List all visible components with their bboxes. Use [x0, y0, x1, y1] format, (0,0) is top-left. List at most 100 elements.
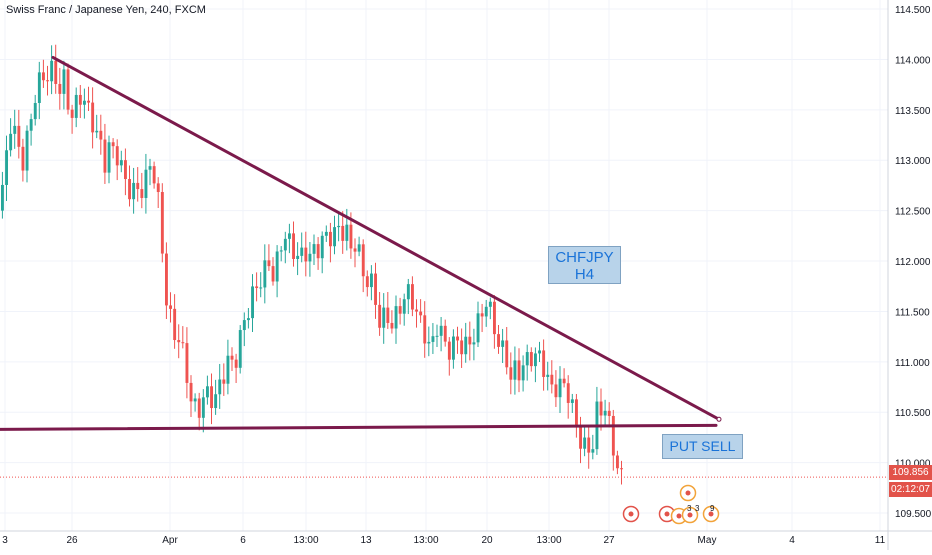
note-put-sell[interactable]: PUT SELL: [662, 434, 743, 459]
candle-body: [230, 355, 234, 360]
candle-body: [423, 315, 427, 344]
x-tick-label: 20: [481, 535, 493, 546]
candle-body: [292, 233, 295, 259]
candle: [382, 293, 386, 344]
candle: [115, 139, 119, 181]
candle: [189, 375, 193, 418]
candle-body: [271, 266, 275, 282]
candle: [87, 86, 90, 111]
candle: [206, 375, 209, 405]
candle-body: [312, 244, 316, 254]
candle: [9, 118, 13, 157]
candle: [324, 225, 328, 242]
event-count-label: 3: [687, 504, 692, 513]
candle-body: [464, 336, 468, 355]
candle-body: [144, 169, 148, 198]
candle-body: [37, 72, 41, 103]
candle: [493, 295, 496, 349]
event-icon-dot: [687, 512, 693, 518]
candle: [296, 242, 300, 276]
candle: [468, 321, 472, 361]
candle: [579, 416, 582, 464]
candle: [607, 402, 611, 428]
x-tick-label: 13: [360, 535, 372, 546]
candle-body: [189, 382, 193, 402]
candle-body: [91, 102, 95, 133]
candle-body: [42, 72, 45, 81]
candle-body: [443, 325, 447, 342]
candle: [185, 327, 189, 399]
candle: [300, 232, 304, 263]
candle-body: [21, 146, 25, 171]
candle: [222, 363, 226, 396]
candle-body: [460, 340, 464, 355]
candle-body: [480, 313, 484, 317]
candle: [575, 393, 578, 438]
event-icon-dot: [708, 511, 714, 517]
candle-body: [160, 192, 164, 254]
candle-body: [201, 397, 205, 418]
candle-body: [452, 336, 455, 360]
candle-body: [132, 182, 136, 200]
candle-body: [554, 384, 558, 398]
candle: [329, 222, 332, 263]
candle: [320, 231, 324, 274]
note-chfjpy-h4[interactable]: CHFJPY H4: [548, 246, 621, 284]
candle: [525, 344, 529, 381]
candle: [427, 326, 431, 357]
y-tick-label: 113.500: [895, 106, 931, 117]
candle: [595, 386, 599, 455]
candle: [431, 323, 435, 354]
candle-body: [378, 304, 382, 328]
candle-body: [570, 399, 574, 403]
candle-body: [83, 100, 86, 105]
candle: [620, 460, 623, 485]
candle-body: [210, 386, 213, 409]
y-tick-label: 112.500: [895, 207, 931, 218]
candle-body: [497, 334, 500, 347]
candle: [181, 326, 185, 349]
candle-body: [115, 146, 119, 166]
x-tick-label: 4: [789, 535, 795, 546]
candle-body: [300, 247, 304, 256]
candle-body: [431, 336, 435, 342]
candle-body: [505, 340, 509, 368]
candle-body: [214, 394, 218, 409]
candle: [78, 84, 82, 119]
candle: [443, 319, 447, 347]
candle: [308, 241, 312, 277]
candle: [144, 153, 148, 214]
x-tick-label: May: [698, 535, 717, 546]
candle: [472, 328, 476, 361]
candle: [33, 94, 37, 126]
candle: [406, 278, 410, 315]
candle: [128, 165, 131, 207]
candle-body: [447, 341, 451, 360]
candle-body: [620, 468, 623, 470]
candle-body: [370, 273, 373, 288]
resistance-trendline: [51, 55, 721, 421]
candle: [214, 379, 218, 415]
candle: [439, 317, 443, 352]
candle: [558, 366, 562, 413]
candle-body: [177, 340, 181, 343]
candle: [230, 347, 234, 371]
candle: [435, 324, 439, 347]
candle: [124, 148, 127, 196]
candle-body: [181, 342, 185, 344]
candle-body: [238, 330, 242, 368]
candle: [341, 211, 345, 254]
candle: [488, 297, 492, 320]
candle: [505, 327, 509, 375]
candle-body: [411, 284, 414, 310]
candle-body: [251, 286, 254, 319]
candle-body: [456, 336, 459, 341]
event-icon-dot: [685, 490, 691, 496]
candle-body: [1, 184, 4, 211]
candle-body: [353, 248, 357, 252]
candle-body: [562, 378, 566, 384]
candle: [616, 450, 619, 475]
candle-body: [419, 311, 423, 316]
